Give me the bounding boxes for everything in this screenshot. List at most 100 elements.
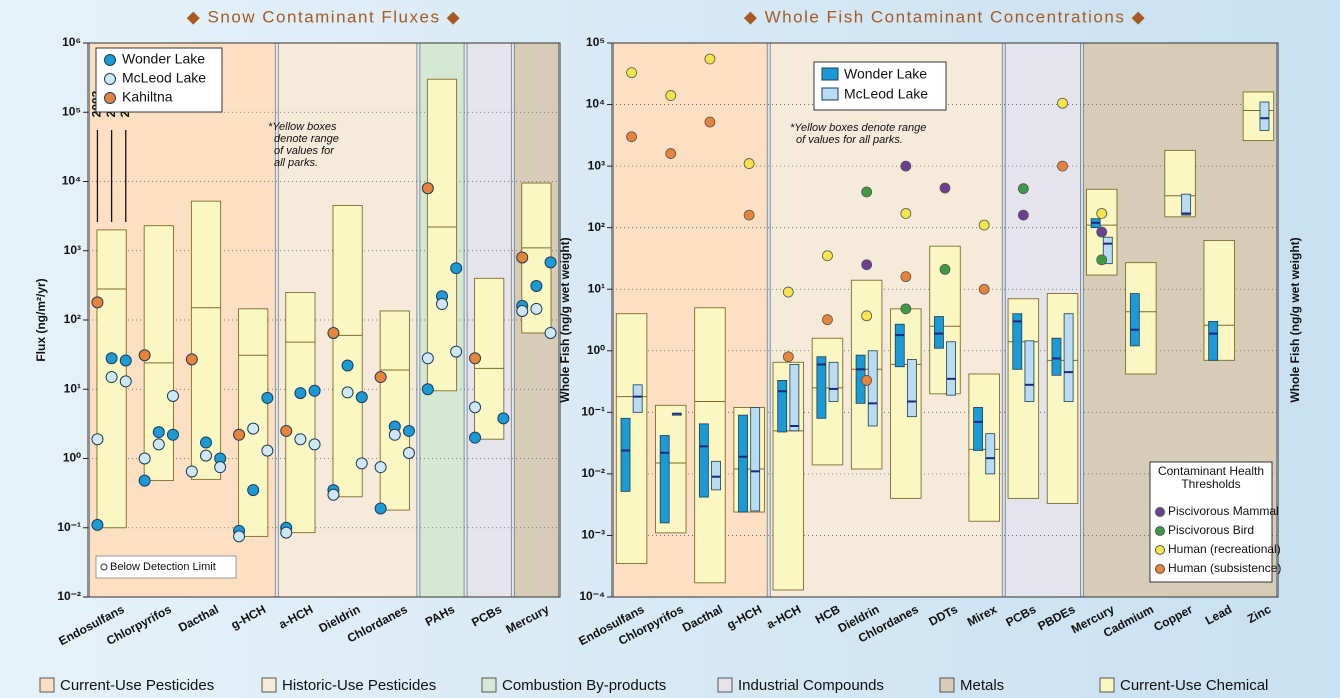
- y-tick-label: 10⁰: [587, 343, 605, 357]
- threshold-point: [900, 303, 912, 315]
- threshold-point: [939, 263, 951, 275]
- data-point: [469, 431, 482, 444]
- data-box: [816, 356, 827, 419]
- y-tick-label: 10²: [64, 312, 81, 326]
- data-point: [421, 352, 434, 365]
- data-point: [119, 375, 132, 388]
- note-marker: [100, 563, 108, 571]
- legend-label: Metals: [960, 677, 1004, 694]
- data-box: [620, 417, 631, 492]
- y-tick-label: 10¹: [64, 381, 81, 395]
- data-point: [214, 461, 227, 474]
- x-tick-label: PAHs: [423, 602, 457, 629]
- y-tick-label: 10²: [588, 220, 605, 234]
- threshold-point: [900, 271, 912, 283]
- plot-frame: [611, 42, 1279, 598]
- annotation: of values for all parks.: [796, 134, 903, 146]
- x-tick-label: Dacthal: [176, 602, 221, 635]
- legend-swatch: [261, 677, 277, 693]
- data-point: [544, 256, 557, 269]
- data-point: [341, 386, 354, 399]
- data-point: [294, 433, 307, 446]
- data-box: [828, 361, 839, 402]
- y-axis-label: Flux (ng/m²/yr): [34, 278, 48, 361]
- data-point: [185, 465, 198, 478]
- threshold-point: [1017, 183, 1029, 195]
- x-tick-label: Zinc: [1245, 602, 1274, 626]
- plot-frame: [87, 42, 561, 598]
- data-point: [91, 433, 104, 446]
- y-tick-label: 10⁻¹: [57, 520, 81, 534]
- data-point: [421, 383, 434, 396]
- data-point: [247, 422, 260, 435]
- x-tick-label: g-HCH: [229, 602, 269, 632]
- threshold-point: [861, 310, 873, 322]
- threshold-point: [704, 116, 716, 128]
- legend-label: Human (recreational): [1168, 542, 1281, 556]
- data-box: [1181, 193, 1192, 216]
- legend-swatch: [717, 677, 733, 693]
- data-point: [200, 449, 212, 462]
- y-tick-label: 10⁻³: [581, 528, 605, 542]
- legend-marker: [1155, 526, 1165, 536]
- y-tick-label: 10⁴: [586, 97, 605, 111]
- data-point: [233, 428, 246, 441]
- threshold-point: [1057, 160, 1068, 172]
- threshold-point: [782, 286, 794, 298]
- data-box: [750, 407, 761, 512]
- threshold-legend-title: Contaminant Health: [1158, 464, 1264, 478]
- data-point: [280, 424, 293, 437]
- legend-label: McLeod Lake: [844, 86, 928, 102]
- legend-marker: [104, 54, 116, 66]
- data-point: [166, 428, 179, 441]
- y-tick-label: 10⁻²: [57, 589, 81, 603]
- y-axis-label: Whole Fish (ng/g wet weight): [558, 237, 572, 402]
- legend-marker: [1155, 507, 1165, 517]
- legend-marker: [821, 67, 839, 81]
- threshold-point: [900, 160, 912, 172]
- threshold-point: [900, 208, 912, 219]
- threshold-point: [978, 283, 990, 295]
- threshold-point: [704, 53, 716, 65]
- annotation: all parks.: [274, 157, 318, 169]
- x-tick-label: Dacthal: [680, 602, 725, 635]
- legend-swatch: [939, 677, 955, 693]
- data-point: [374, 371, 387, 384]
- legend-box: [95, 47, 223, 113]
- legend-label: Piscivorous Bird: [1168, 523, 1254, 537]
- data-point: [450, 262, 463, 275]
- threshold-point: [978, 219, 990, 231]
- x-tick-label: PCBs: [1003, 602, 1038, 630]
- data-point: [469, 401, 482, 414]
- data-point: [327, 488, 340, 501]
- threshold-point: [743, 158, 755, 169]
- data-box: [1102, 236, 1113, 265]
- threshold-point: [1096, 226, 1108, 238]
- data-point: [341, 359, 354, 372]
- y-axis-label: Whole Fish (ng/g wet weight): [1288, 237, 1302, 402]
- data-box: [973, 407, 984, 451]
- data-point: [308, 438, 321, 451]
- data-point: [261, 444, 274, 457]
- data-point: [152, 426, 165, 439]
- legend-label: Current-Use Pesticides: [60, 677, 214, 694]
- legend-swatch: [39, 677, 55, 693]
- threshold-point: [743, 209, 755, 221]
- data-point: [105, 352, 118, 365]
- data-point: [374, 461, 387, 474]
- threshold-point: [861, 186, 873, 198]
- data-point: [308, 384, 321, 397]
- range-box: [332, 205, 363, 498]
- data-point: [138, 349, 151, 362]
- threshold-point: [822, 250, 833, 262]
- legend-label: Wonder Lake: [122, 51, 205, 67]
- data-point: [294, 387, 307, 400]
- data-box: [1051, 337, 1062, 376]
- data-point: [247, 484, 260, 497]
- legend-label: Human (subsistence): [1168, 561, 1281, 575]
- y-tick-label: 10⁰: [63, 451, 81, 465]
- threshold-point: [665, 90, 677, 101]
- x-tick-label: a-HCH: [764, 602, 803, 632]
- data-point: [261, 391, 274, 404]
